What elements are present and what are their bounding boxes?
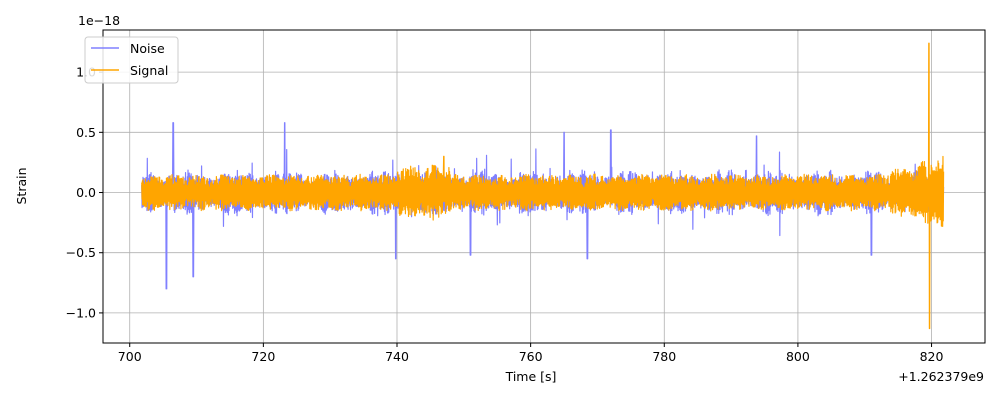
axes-frame: [102, 29, 986, 344]
x-tick-label: 700: [118, 349, 142, 364]
x-tick-label: 820: [920, 349, 944, 364]
y-tick-label: −1.0: [66, 305, 96, 320]
x-tick-label: 740: [385, 349, 409, 364]
x-tick-label: 760: [519, 349, 543, 364]
series-signal-line: [141, 42, 945, 330]
y-tick-label: 0.5: [76, 125, 96, 140]
y-tick-label: −0.5: [66, 245, 96, 260]
x-tick-label: 720: [251, 349, 275, 364]
y-axis-label: Strain: [14, 167, 29, 204]
x-axis-label: Time [s]: [505, 369, 557, 384]
legend-noise-label: Noise: [130, 41, 165, 56]
x-tick-label: 780: [652, 349, 676, 364]
legend: Noise Signal: [84, 36, 179, 84]
legend-signal-label: Signal: [130, 63, 168, 78]
series-signal: [141, 42, 945, 330]
y-scale-factor-label: 1e−18: [78, 13, 120, 28]
y-tick-label: 0.0: [76, 185, 96, 200]
x-tick-label: 800: [786, 349, 810, 364]
x-offset-label: +1.262379e9: [898, 369, 984, 384]
